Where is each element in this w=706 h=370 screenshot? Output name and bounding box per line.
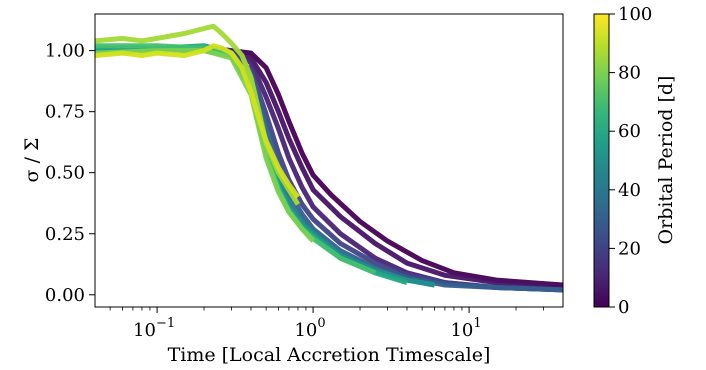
colorbar-tick-label-3: 40 xyxy=(618,180,641,201)
y-axis-ticks: 0.00 0.25 0.50 0.75 1.00 xyxy=(45,41,95,306)
x-tick-label-2: 100 xyxy=(294,316,325,341)
colorbar-label: Orbital Period [d] xyxy=(655,76,677,245)
x-axis-ticks: 10−1 100 101 xyxy=(109,307,544,341)
series-line-12 xyxy=(95,43,301,199)
y-tick-label-1: 0.00 xyxy=(45,285,85,306)
series-line-5 xyxy=(95,45,563,293)
series-lines xyxy=(95,23,563,293)
series-line-4 xyxy=(95,45,563,293)
colorbar xyxy=(593,13,610,308)
colorbar-tick-label-2: 20 xyxy=(618,238,641,259)
colorbar-tick-label-6: 100 xyxy=(618,4,652,25)
series-line-3 xyxy=(95,45,563,293)
y-tick-label-5: 1.00 xyxy=(45,41,85,62)
x-tick-label-1: 10−1 xyxy=(133,316,175,341)
colorbar-tick-label-4: 60 xyxy=(618,121,641,142)
y-tick-label-4: 0.75 xyxy=(45,102,85,123)
y-tick-label-2: 0.25 xyxy=(45,224,85,245)
x-tick-label-3: 101 xyxy=(450,316,481,341)
y-axis-label: σ / Σ xyxy=(21,138,43,183)
colorbar-tick-label-1: 0 xyxy=(618,297,629,318)
colorbar-tick-label-5: 80 xyxy=(618,63,641,84)
x-axis-label: Time [Local Accretion Timescale] xyxy=(168,344,491,366)
series-line-10 xyxy=(95,48,315,243)
y-tick-label-3: 0.50 xyxy=(45,163,85,184)
plot-frame xyxy=(94,13,564,308)
colorbar-ticks: 0 20 40 60 80 100 xyxy=(609,4,652,318)
